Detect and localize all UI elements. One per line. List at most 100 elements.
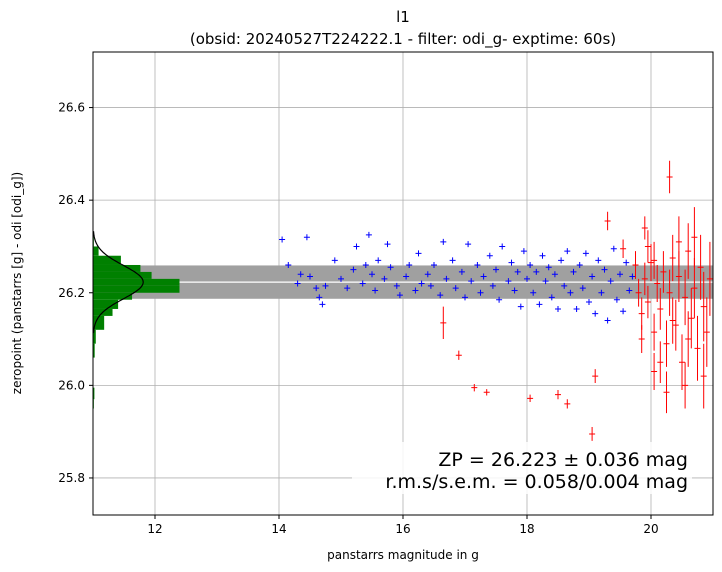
series-blue <box>279 231 636 324</box>
data-point-blue <box>530 289 537 296</box>
data-point-blue <box>362 261 369 268</box>
data-point-blue <box>396 292 403 299</box>
data-point-red <box>641 216 648 240</box>
data-point-blue <box>601 266 608 273</box>
data-point-blue <box>285 261 292 268</box>
data-point-blue <box>369 271 375 278</box>
data-point-blue <box>586 299 592 306</box>
data-point-blue <box>589 273 596 280</box>
data-point-blue <box>623 259 630 266</box>
gaussian-curve <box>93 231 144 334</box>
data-point-blue <box>307 273 313 280</box>
data-point-blue <box>613 296 620 303</box>
data-point-red <box>706 241 713 316</box>
data-point-red <box>592 369 599 384</box>
data-point-blue <box>570 268 577 275</box>
data-point-blue <box>626 287 633 294</box>
data-point-blue <box>331 257 338 264</box>
annotation-background <box>352 442 692 494</box>
histogram-bar <box>93 292 133 300</box>
data-point-red <box>685 223 692 279</box>
histogram-bar <box>93 271 152 279</box>
histogram-bar <box>93 315 105 330</box>
data-point-blue <box>344 285 351 292</box>
histogram-bar <box>93 278 180 286</box>
data-point-blue <box>381 275 388 282</box>
data-point-blue <box>279 236 286 243</box>
data-point-blue <box>493 266 499 273</box>
data-point-red <box>663 320 670 367</box>
data-point-red <box>694 315 701 381</box>
data-point-blue <box>480 273 487 280</box>
data-point-blue <box>598 289 605 296</box>
data-point-red <box>675 216 682 268</box>
data-point-blue <box>555 305 561 312</box>
data-point-red <box>700 271 707 342</box>
data-point-blue <box>468 278 475 285</box>
data-point-blue <box>412 287 419 294</box>
data-point-red <box>632 251 639 279</box>
data-point-red <box>663 371 670 414</box>
data-point-blue <box>449 257 456 264</box>
data-point-blue <box>462 294 468 301</box>
data-point-red <box>604 211 611 231</box>
data-point-blue <box>561 282 568 289</box>
data-point-red <box>638 297 645 330</box>
x-tick-label: 14 <box>271 522 286 536</box>
data-point-blue <box>427 282 434 289</box>
data-point-blue <box>520 248 527 255</box>
data-point-blue <box>313 285 320 292</box>
data-point-red <box>651 313 658 351</box>
y-tick-label: 26.2 <box>58 286 85 300</box>
data-point-blue <box>424 271 431 278</box>
histogram-bar <box>93 329 96 344</box>
histogram-bar <box>93 299 119 309</box>
chart-subtitle: (obsid: 20240527T224222.1 - filter: odi_… <box>190 30 616 49</box>
histogram-bar <box>93 246 99 256</box>
data-point-blue <box>350 266 357 273</box>
data-point-blue <box>545 264 552 271</box>
data-point-red <box>638 325 645 353</box>
data-point-blue <box>592 310 599 317</box>
data-point-red <box>697 234 704 300</box>
data-point-red <box>527 394 534 403</box>
data-point-blue <box>558 257 565 264</box>
histogram-bar <box>93 343 95 358</box>
data-point-blue <box>595 257 602 264</box>
data-point-blue <box>567 289 574 296</box>
data-point-blue <box>477 289 484 296</box>
data-point-blue <box>629 273 636 280</box>
data-point-blue <box>551 271 558 278</box>
x-axis-label: panstarrs magnitude in g <box>327 548 479 562</box>
data-point-blue <box>533 268 540 275</box>
data-point-blue <box>542 278 549 285</box>
y-tick-label: 26.6 <box>58 101 85 115</box>
y-axis-ticks: 25.8 26.0 26.2 26.4 26.6 <box>58 101 93 485</box>
data-point-red <box>651 352 658 390</box>
data-point-red <box>666 269 673 316</box>
x-tick-label: 20 <box>643 522 658 536</box>
data-point-blue <box>511 287 518 294</box>
data-point-blue <box>582 250 589 257</box>
data-point-red <box>682 269 689 326</box>
data-point-blue <box>489 282 496 289</box>
data-point-blue <box>294 280 301 287</box>
data-point-blue <box>505 278 512 285</box>
data-point-blue <box>604 317 611 324</box>
gaussian-fit <box>93 231 144 334</box>
data-point-blue <box>524 275 530 282</box>
zeropoint-band <box>93 265 713 299</box>
data-point-blue <box>384 241 391 248</box>
x-tick-label: 12 <box>147 522 162 536</box>
data-point-red <box>648 244 654 282</box>
x-tick-label: 16 <box>395 522 410 536</box>
data-point-red <box>641 262 648 296</box>
data-point-red <box>666 160 673 194</box>
data-point-blue <box>548 294 555 301</box>
data-point-red <box>483 389 490 396</box>
data-point-blue <box>496 296 503 303</box>
data-point-blue <box>499 243 506 250</box>
x-tick-label: 18 <box>519 522 534 536</box>
data-point-red <box>620 239 627 259</box>
y-tick-label: 26.0 <box>58 378 85 392</box>
